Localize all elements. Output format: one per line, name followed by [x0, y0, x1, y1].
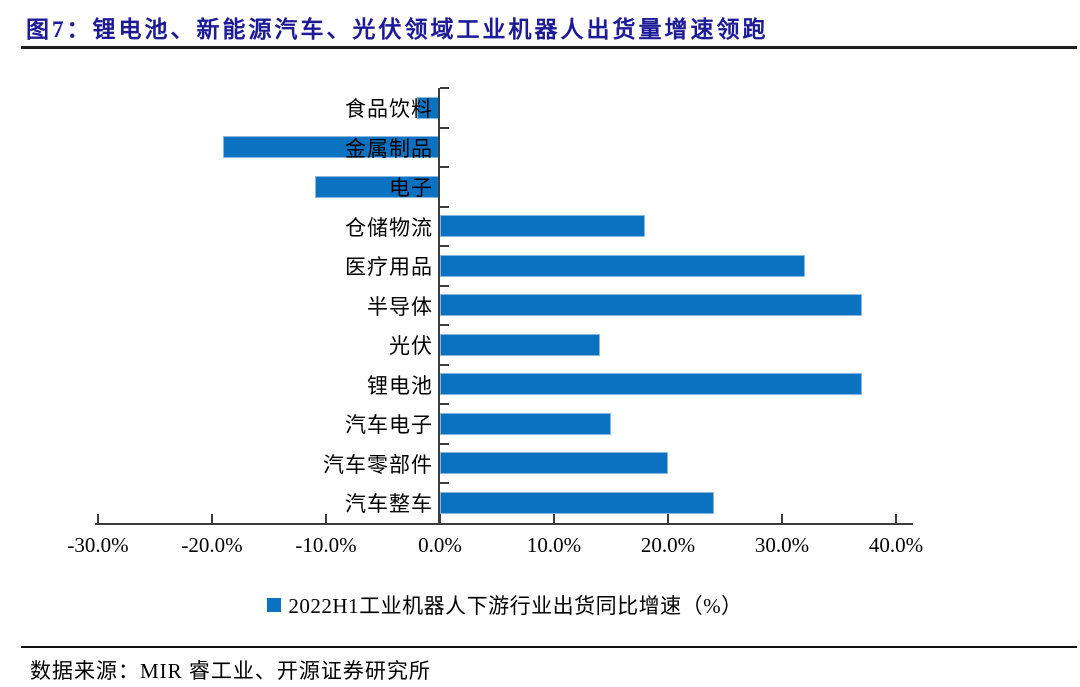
x-tick-label-1: -20.0% [181, 533, 243, 557]
x-axis-tick [895, 514, 897, 523]
x-axis-tick [781, 514, 783, 523]
x-axis-tick [439, 514, 441, 523]
x-tick-label-3: 0.0% [418, 533, 462, 557]
x-axis-tick [97, 514, 99, 523]
category-label-1: 金属制品 [345, 136, 433, 161]
x-tick-label-2: -10.0% [295, 533, 357, 557]
y-axis-tick [440, 482, 449, 484]
bar-10 [440, 491, 714, 514]
y-axis-tick [440, 245, 449, 247]
footer-divider [21, 646, 1077, 648]
legend-label: 2022H1工业机器人下游行业出货同比增速（%） [288, 594, 743, 618]
x-axis-tick [553, 514, 555, 523]
y-axis-tick [440, 324, 449, 326]
x-tick-label-7: 40.0% [868, 533, 924, 557]
y-axis-tick [440, 126, 449, 129]
x-axis-line [95, 523, 913, 525]
y-axis-tick [440, 284, 449, 287]
category-label-0: 食品饮料 [345, 97, 433, 121]
y-axis-line [438, 88, 440, 523]
category-label-3: 仓储物流 [345, 215, 433, 240]
figure-title: 图7：锂电池、新能源汽车、光伏领域工业机器人出货量增速领跑 [26, 17, 769, 42]
title-divider [21, 46, 1077, 49]
category-label-7: 锂电池 [367, 373, 433, 398]
bar-3 [440, 215, 646, 238]
chart-legend: 2022H1工业机器人下游行业出货同比增速（%） [0, 592, 1010, 618]
category-label-2: 电子 [389, 176, 433, 200]
y-axis-tick [440, 205, 449, 208]
legend-marker-swatch [267, 598, 282, 612]
data-source: 数据来源：MIR 睿工业、开源证券研究所 [30, 659, 431, 683]
x-tick-label-6: 30.0% [754, 533, 810, 557]
bar-8 [440, 412, 611, 435]
y-axis-tick [440, 363, 449, 366]
x-tick-label-0: -30.0% [67, 533, 129, 557]
category-label-6: 光伏 [389, 334, 433, 358]
y-axis-tick [440, 166, 449, 168]
y-axis-tick [440, 442, 449, 445]
x-tick-label-5: 20.0% [640, 533, 696, 557]
category-label-10: 汽车整车 [345, 492, 433, 516]
x-axis-tick [211, 514, 213, 523]
category-label-5: 半导体 [367, 294, 433, 319]
bar-7 [440, 373, 862, 396]
x-axis-tick [667, 514, 669, 523]
bar-9 [440, 452, 668, 475]
category-label-8: 汽车电子 [345, 413, 433, 437]
bar-4 [440, 254, 805, 277]
y-axis-tick [440, 87, 449, 89]
category-label-4: 医疗用品 [345, 255, 433, 279]
x-tick-label-4: 10.0% [526, 533, 582, 557]
category-label-9: 汽车零部件 [323, 452, 433, 477]
bar-6 [440, 333, 600, 356]
bar-5 [440, 294, 862, 317]
y-axis-tick [440, 403, 449, 405]
x-axis-tick [325, 514, 327, 523]
